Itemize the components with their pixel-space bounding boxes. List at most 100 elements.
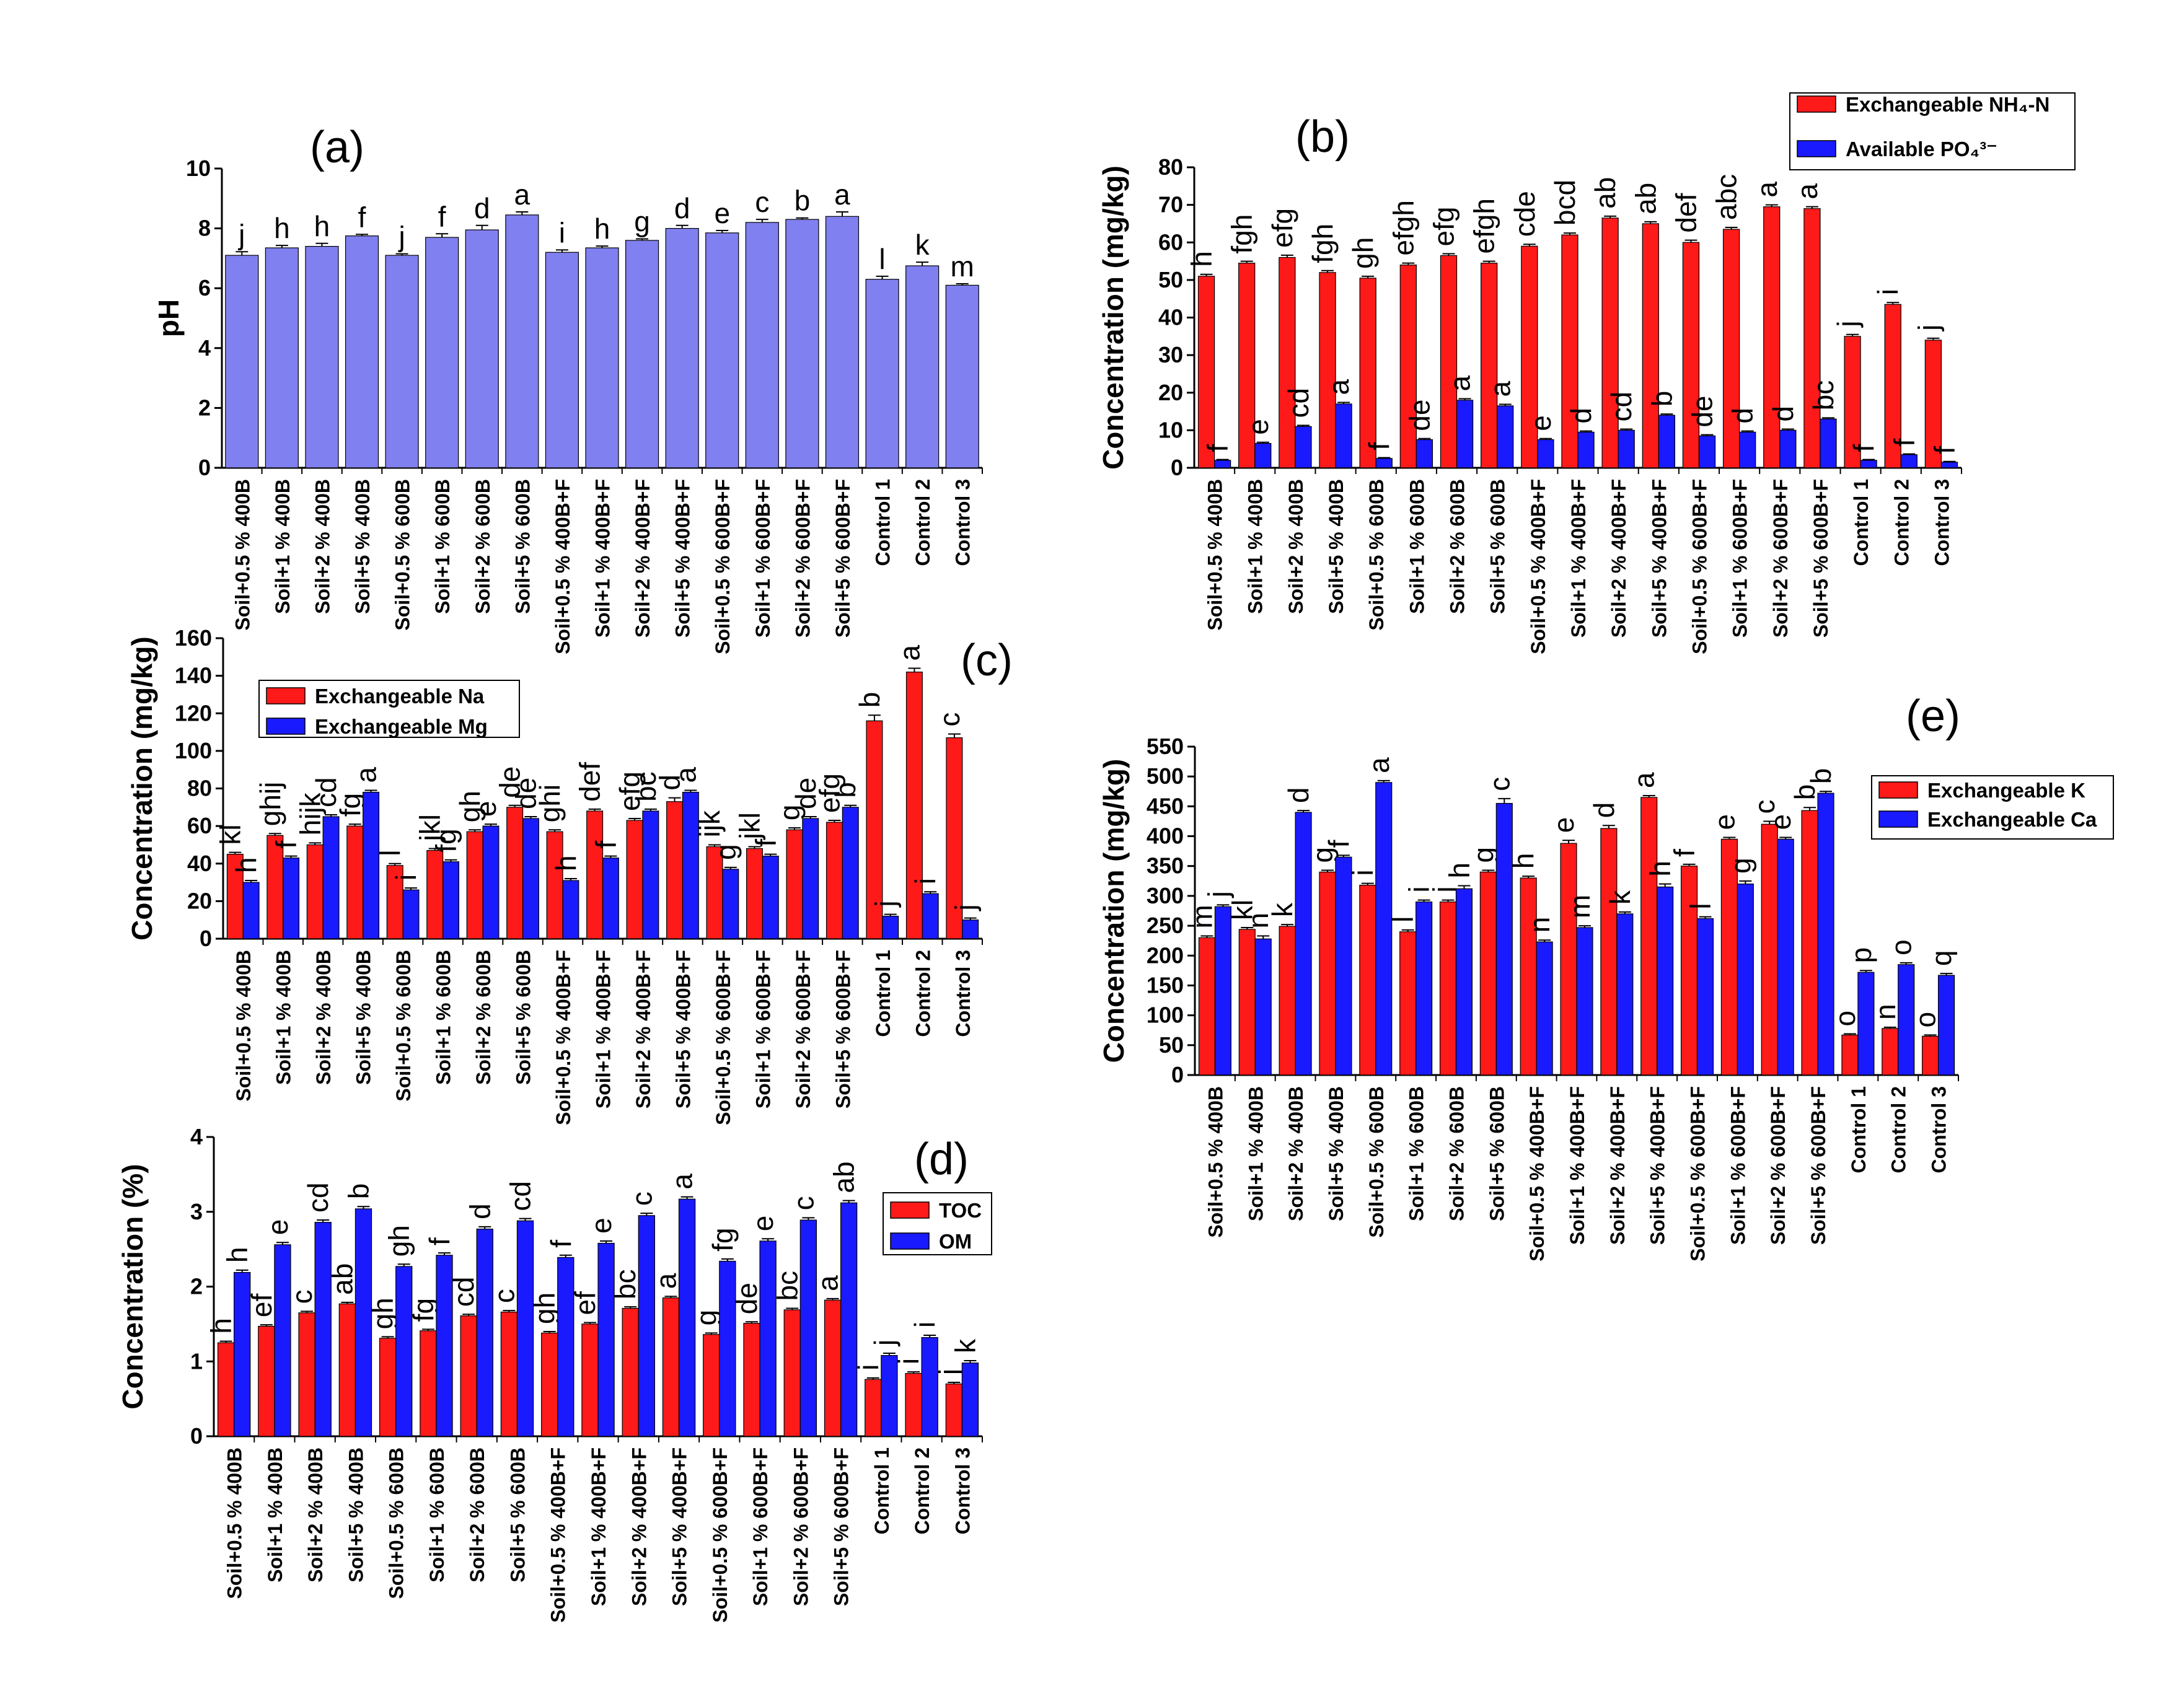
significance-letter: f xyxy=(589,841,622,849)
significance-letter: a xyxy=(514,178,531,211)
data-bar-toc xyxy=(420,1330,437,1437)
significance-letter: j xyxy=(1202,891,1234,898)
significance-letter: e xyxy=(262,1219,294,1236)
data-bar-available-po4 xyxy=(1900,454,1918,468)
data-bar-om xyxy=(395,1266,413,1437)
significance-letter: n xyxy=(1523,917,1556,933)
data-bar-available-po4 xyxy=(1618,429,1635,468)
data-bar-exchangeable-nh4-n xyxy=(1682,242,1700,468)
x-category-label: Soil+1 % 400B+F xyxy=(1566,1086,1588,1245)
data-bar-om xyxy=(961,1363,979,1437)
significance-letter: f xyxy=(270,841,302,849)
data-bar-om xyxy=(516,1220,534,1437)
data-bar-available-po4 xyxy=(1456,400,1474,468)
significance-letter: c xyxy=(625,1192,658,1206)
significance-letter: l xyxy=(1684,903,1716,909)
y-axis-title: pH xyxy=(152,299,185,337)
x-category-label: Soil+0.5 % 400B xyxy=(1204,1086,1226,1238)
y-tick-label: 80 xyxy=(1158,154,1183,180)
data-bar-exchangeable-na xyxy=(546,831,563,939)
significance-letter: ghij xyxy=(254,782,286,827)
significance-letter: k xyxy=(915,229,930,261)
data-bar-toc xyxy=(338,1303,356,1437)
data-bar-toc xyxy=(379,1338,397,1437)
legend-swatch xyxy=(266,718,306,735)
data-bar-om xyxy=(234,1271,251,1437)
data-bar-exchangeable-k xyxy=(1238,929,1256,1076)
significance-letter: cd xyxy=(1605,392,1637,422)
panel-a-ph-chart: 0 2 4 6 8 10 pH (a) Soil+0.5 % 400B j Soil+1 % 400… xyxy=(152,123,983,654)
data-bar-exchangeable-mg xyxy=(922,893,939,939)
data-bar-toc xyxy=(945,1383,962,1437)
data-bar-available-po4 xyxy=(1577,431,1595,468)
significance-letter: k xyxy=(1266,902,1298,917)
data-bar-exchangeable-na xyxy=(826,822,843,939)
significance-letter: g xyxy=(1306,847,1339,863)
x-category-label: Soil+0.5 % 400B+F xyxy=(1526,1086,1548,1262)
y-tick-label: 10 xyxy=(186,156,211,181)
data-bar-exchangeable-ca xyxy=(1937,975,1955,1076)
data-bar-exchangeable-ca xyxy=(1295,812,1312,1076)
x-category-label: Soil+2 % 400B+F xyxy=(628,1447,650,1606)
data-bar-exchangeable-nh4-n xyxy=(1803,208,1821,468)
significance-letter: n xyxy=(1242,913,1274,929)
panel-e-k-ca-chart: 0 50 100 150 200 250 300 350 400 450 500 550 Concent… xyxy=(1098,691,2114,1262)
y-tick-label: 40 xyxy=(1158,305,1183,330)
data-bar-exchangeable-ca xyxy=(1817,792,1834,1076)
data-bar-exchangeable-ca xyxy=(1455,888,1473,1076)
y-tick-label: 80 xyxy=(187,776,212,801)
data-bar-exchangeable-na xyxy=(586,810,604,939)
significance-letter: efg xyxy=(614,771,646,811)
data-bar-exchangeable-k xyxy=(1359,884,1376,1076)
significance-letter: g xyxy=(690,1310,723,1326)
data-bar-om xyxy=(840,1202,858,1437)
data-bar-toc xyxy=(743,1323,760,1437)
x-category-label: Soil+0.5 % 600B+F xyxy=(1687,1086,1709,1262)
x-category-label: Soil+2 % 600B xyxy=(1446,479,1469,614)
significance-letter: cd xyxy=(1282,388,1314,418)
data-bar-exchangeable-nh4-n xyxy=(1440,255,1458,468)
x-category-label: Soil+2 % 400B+F xyxy=(632,479,654,638)
significance-letter: a xyxy=(893,645,925,661)
significance-letter: j xyxy=(237,218,245,250)
data-bar-exchangeable-k xyxy=(1720,838,1738,1076)
significance-letter: i xyxy=(892,1358,925,1364)
data-bar-exchangeable-mg xyxy=(283,858,300,939)
significance-letter: de xyxy=(1403,400,1435,431)
significance-letter: d xyxy=(654,775,686,791)
significance-letter: h xyxy=(1443,862,1475,879)
x-category-label: Control 2 xyxy=(912,479,934,566)
y-tick-label: 300 xyxy=(1147,883,1184,908)
x-category-label: Soil+5 % 600B xyxy=(506,1447,529,1582)
y-tick-label: 2 xyxy=(190,1274,203,1299)
data-bar-toc xyxy=(500,1311,518,1437)
y-tick-label: 4 xyxy=(198,335,211,361)
data-bar-toc xyxy=(824,1299,842,1437)
significance-letter: e xyxy=(1764,814,1797,830)
data-bar-toc xyxy=(258,1325,275,1437)
significance-letter: p xyxy=(1845,947,1877,963)
significance-letter: q xyxy=(1926,950,1958,967)
significance-letter: d xyxy=(1727,408,1759,424)
significance-letter: abc xyxy=(1711,174,1743,220)
significance-letter: h xyxy=(550,855,582,871)
legend-swatch xyxy=(266,687,306,704)
data-bar-exchangeable-ca xyxy=(1857,972,1875,1076)
data-bar-om xyxy=(274,1244,291,1437)
significance-letter: i xyxy=(1403,886,1435,892)
data-bar-exchangeable-k xyxy=(1560,843,1577,1076)
y-tick-label: 20 xyxy=(187,888,212,913)
data-bar-om xyxy=(759,1240,777,1437)
x-category-label: Soil+1 % 600B xyxy=(431,479,454,614)
legend-label: OM xyxy=(939,1230,972,1253)
x-category-label: Soil+0.5 % 600B+F xyxy=(1688,479,1711,654)
data-bar-exchangeable-mg xyxy=(842,807,859,939)
significance-letter: h xyxy=(594,213,610,245)
significance-letter: a xyxy=(1628,772,1660,788)
x-category-label: Soil+2 % 600B xyxy=(466,1447,488,1582)
significance-letter: g xyxy=(1724,858,1756,874)
data-bar-exchangeable-nh4-n xyxy=(1481,262,1498,468)
data-bar-exchangeable-ca xyxy=(1777,838,1794,1076)
data-bar-om xyxy=(638,1215,655,1437)
significance-letter: a xyxy=(834,178,850,211)
